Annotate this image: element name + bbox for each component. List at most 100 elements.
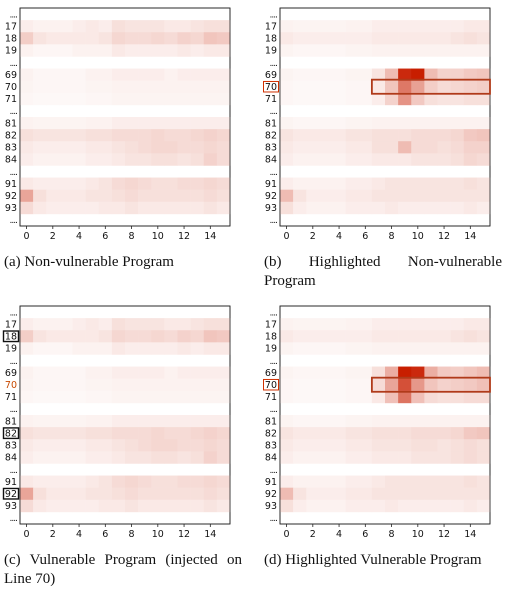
heat-cell (46, 390, 60, 404)
heat-cell (20, 342, 34, 355)
y-tick-label: 17 (5, 21, 17, 32)
heat-cell (424, 330, 438, 343)
heat-cell (476, 475, 491, 488)
heat-cell (332, 415, 346, 428)
heat-cell (450, 32, 465, 45)
heat-cell (437, 366, 451, 379)
heat-cell (59, 499, 73, 513)
caption-a: (a) Non-vulnerable Program (4, 254, 174, 270)
heat-cell (177, 32, 191, 45)
heat-cell (98, 44, 113, 57)
heat-cell (411, 117, 425, 130)
heat-cell (450, 378, 465, 392)
heat-cell (398, 390, 412, 404)
heat-cell (164, 117, 178, 130)
heat-cell (411, 366, 425, 379)
heat-cell (398, 451, 412, 464)
heat-cell (72, 32, 86, 45)
heat-cell (138, 92, 152, 106)
heat-cell (125, 330, 139, 343)
heat-cell (476, 117, 491, 130)
heat-cell (332, 68, 346, 81)
heat-cell (345, 117, 360, 130)
heat-cell (293, 141, 307, 154)
heat-cell (125, 129, 139, 142)
heat-cell (59, 439, 73, 452)
row-ellipsis: .... (10, 59, 18, 69)
heat-cell (345, 415, 360, 428)
heat-cell (20, 487, 34, 501)
heat-cell (33, 177, 47, 190)
heat-cell (111, 318, 126, 331)
x-tick-label: 10 (152, 529, 164, 540)
heat-cell (371, 80, 386, 94)
heat-cell (33, 487, 47, 501)
heat-cell (59, 366, 73, 379)
heat-cell (138, 451, 152, 464)
heat-cell (46, 487, 60, 501)
heat-cell (450, 390, 465, 404)
heat-cell (177, 201, 191, 215)
heat-cell (33, 201, 47, 215)
heat-cell (411, 153, 425, 166)
heat-cell (385, 44, 399, 57)
heat-cell (138, 201, 152, 215)
heat-cell (280, 451, 294, 464)
highlight-box (370, 376, 491, 393)
heat-cell (319, 129, 333, 142)
heat-cell (33, 80, 47, 94)
panel-c: .... 17 18 19.... 69 70 71.... 81 82 83 84.... 91 92… (0, 298, 250, 588)
heat-cell (411, 141, 425, 154)
heat-cell (98, 117, 113, 130)
x-tick-label: 0 (24, 529, 30, 540)
heat-cell (385, 427, 399, 440)
heat-cell (59, 487, 73, 501)
heat-cell (33, 92, 47, 106)
heat-cell (138, 141, 152, 154)
x-tick-label: 10 (412, 231, 424, 242)
heat-cell (177, 487, 191, 501)
heat-cell (98, 475, 113, 488)
heat-cell (280, 153, 294, 166)
heat-cell (450, 129, 465, 142)
heat-cell (411, 342, 425, 355)
heat-cell (164, 141, 178, 154)
heat-cell (306, 20, 320, 33)
heat-cell (164, 20, 178, 33)
heat-cell (371, 475, 386, 488)
heat-cell (85, 20, 100, 33)
heat-cell (72, 330, 86, 343)
heat-cell (332, 390, 346, 404)
heat-cell (463, 415, 478, 428)
heat-cell (98, 32, 113, 45)
panel-d: .... 17 18 19.... 69 70 71.... 81 82 83 84.... 91 92… (260, 298, 510, 588)
heat-cell (164, 80, 178, 94)
x-tick-label: 6 (362, 529, 368, 540)
heat-cell (177, 129, 191, 142)
heat-cell (20, 177, 34, 190)
heat-cell (345, 80, 360, 94)
heat-cell (33, 390, 47, 404)
heat-cell (98, 20, 113, 33)
heat-cell (306, 330, 320, 343)
heat-cell (476, 390, 491, 404)
heat-cell (411, 451, 425, 464)
heat-cell (59, 318, 73, 331)
heat-cell (463, 92, 478, 106)
heat-cell (345, 141, 360, 154)
heat-cell (33, 342, 47, 355)
plot-border (279, 305, 491, 525)
heat-cell (151, 20, 165, 33)
heat-cell (450, 201, 465, 215)
heat-cell (177, 141, 191, 154)
heat-cell (20, 129, 34, 142)
heat-cell (46, 475, 60, 488)
y-tick-label: 18 (5, 34, 17, 45)
heat-cell (371, 427, 386, 440)
heat-cell (476, 330, 491, 343)
row-ellipsis: .... (10, 308, 18, 318)
heat-cell (463, 80, 478, 94)
heat-cell (20, 20, 34, 33)
heat-cell (319, 44, 333, 57)
heat-cell (463, 378, 478, 392)
